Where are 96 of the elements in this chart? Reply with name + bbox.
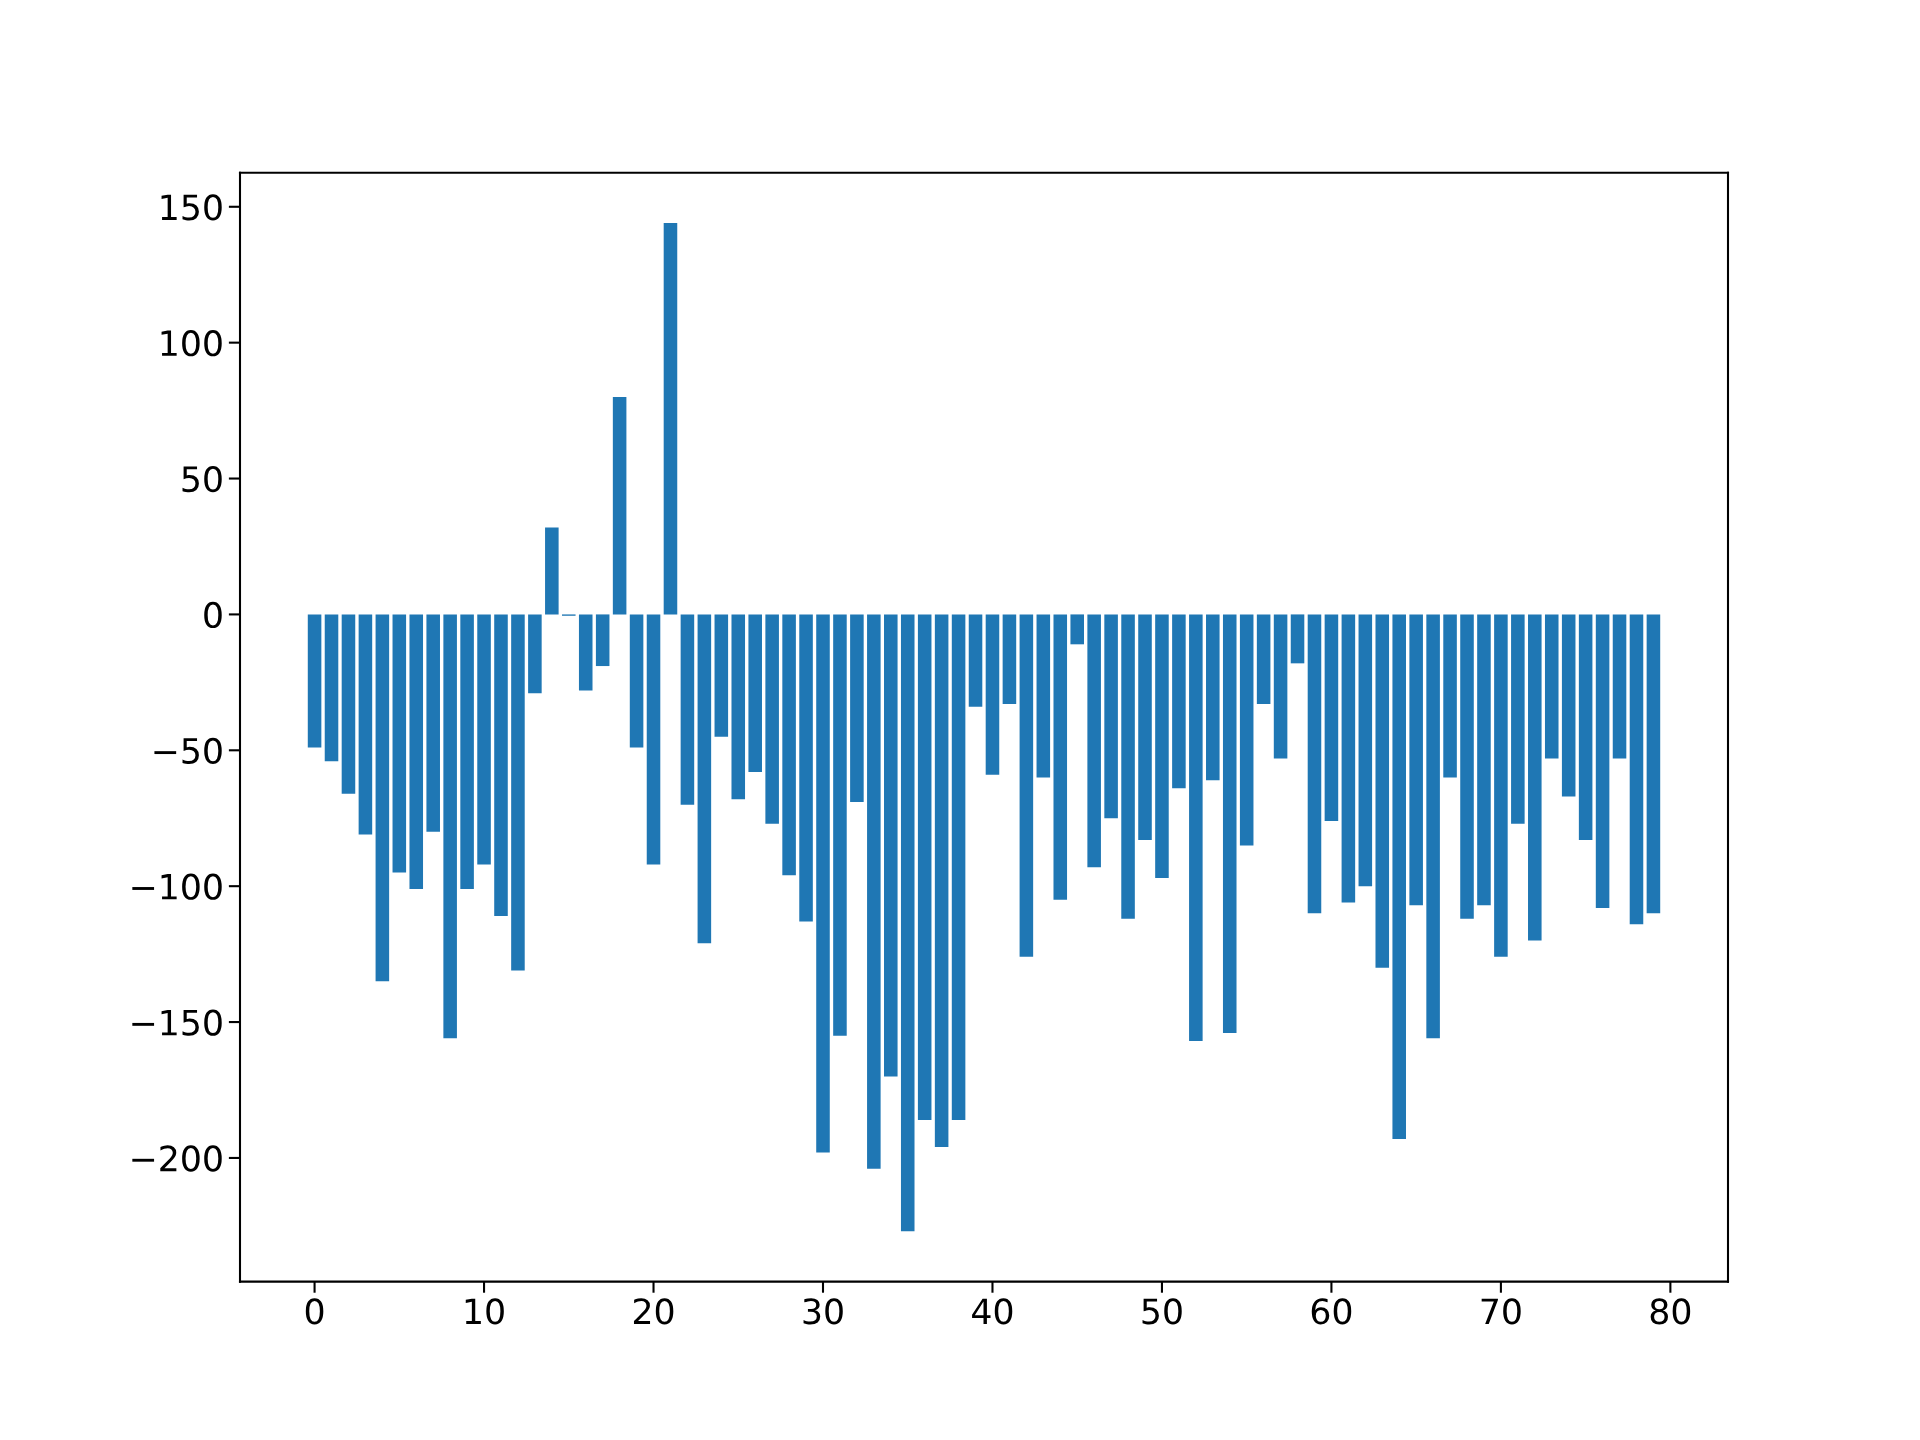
- bar: [1256, 614, 1271, 705]
- bar: [1646, 614, 1661, 914]
- bar: [426, 614, 440, 832]
- bar: [578, 614, 593, 691]
- bar: [1307, 614, 1322, 914]
- bar: [1206, 614, 1220, 781]
- bar: [1087, 614, 1101, 868]
- bar: [867, 614, 881, 1169]
- bar: [477, 614, 491, 865]
- y-tick-label: 50: [182, 465, 222, 493]
- bar: [1443, 614, 1457, 778]
- bar: [629, 614, 644, 748]
- bar: [1544, 614, 1559, 759]
- bar: [1172, 614, 1186, 789]
- bar: [1189, 614, 1203, 1042]
- y-tick-label: −100: [132, 873, 222, 900]
- bar: [731, 614, 746, 800]
- x-tick-label: 0: [305, 1298, 324, 1325]
- bar: [714, 614, 729, 737]
- bar: [680, 614, 695, 805]
- bar: [1104, 614, 1118, 819]
- bar: [1290, 614, 1305, 664]
- bar: [816, 614, 830, 1153]
- bar: [1239, 614, 1254, 846]
- bar: [1595, 614, 1610, 908]
- bar: [1578, 614, 1593, 840]
- bar: [1358, 614, 1373, 887]
- x-tick-label: 30: [803, 1298, 843, 1325]
- bar: [765, 614, 779, 824]
- x-tick-label: 60: [1311, 1298, 1352, 1325]
- x-tick-label: 70: [1481, 1298, 1521, 1325]
- bar: [358, 614, 373, 835]
- bar: [528, 614, 542, 694]
- y-tick-label: −150: [132, 1009, 222, 1036]
- bar: [663, 223, 678, 615]
- y-tick-label: −50: [154, 737, 222, 764]
- bar: [1561, 614, 1576, 797]
- bar: [968, 614, 983, 707]
- bar: [443, 614, 457, 1039]
- bar: [1528, 614, 1542, 941]
- bar: [951, 614, 966, 1120]
- bar: [1511, 614, 1525, 824]
- bar: [850, 614, 864, 802]
- bar: [1629, 614, 1644, 925]
- bar: [460, 614, 474, 889]
- bar: [494, 614, 508, 917]
- bar: [612, 397, 627, 615]
- x-tick-label: 10: [465, 1298, 504, 1325]
- bar: [1477, 614, 1491, 906]
- bar: [375, 614, 390, 982]
- bar: [1002, 614, 1017, 705]
- bar: [307, 614, 322, 748]
- y-tick-label: −200: [132, 1145, 222, 1172]
- bar: [341, 614, 356, 794]
- bar: [1155, 614, 1169, 879]
- bar: [1121, 614, 1135, 919]
- bar: [1341, 614, 1356, 903]
- bar: [511, 614, 525, 971]
- bar: [545, 527, 559, 615]
- bar: [1375, 614, 1390, 968]
- y-tick-label: 0: [204, 601, 222, 629]
- bar: [1494, 614, 1508, 957]
- x-tick-label: 50: [1142, 1298, 1182, 1325]
- bar: [595, 614, 610, 667]
- bar: [1273, 614, 1288, 759]
- bar: [1138, 614, 1152, 840]
- bar: [1053, 614, 1068, 900]
- bar: [1392, 614, 1406, 1139]
- bar: [409, 614, 424, 889]
- bar: [1409, 614, 1423, 906]
- bar: [900, 614, 915, 1232]
- x-tick-label: 80: [1650, 1298, 1691, 1325]
- bar: [985, 614, 1000, 775]
- bar: [1324, 614, 1339, 821]
- bar: [1222, 614, 1237, 1033]
- y-tick-label: 100: [161, 330, 222, 357]
- bar: [646, 614, 661, 865]
- bar: [1612, 614, 1627, 759]
- bar: [1070, 614, 1084, 645]
- bar: [748, 614, 762, 773]
- bar: [833, 614, 847, 1036]
- y-tick-label: 150: [161, 194, 222, 221]
- bar: [934, 614, 949, 1148]
- bar: [392, 614, 407, 873]
- bar: [1036, 614, 1051, 778]
- bar: [324, 614, 339, 762]
- bar: [782, 614, 796, 876]
- bar: [884, 614, 898, 1077]
- bar: [799, 614, 813, 922]
- x-tick-label: 40: [972, 1298, 1013, 1325]
- bar: [917, 614, 932, 1120]
- bar: [1426, 614, 1440, 1039]
- bar: [1460, 614, 1474, 919]
- x-tick-label: 20: [633, 1298, 674, 1325]
- bar: [1019, 614, 1034, 957]
- bar: [697, 614, 712, 944]
